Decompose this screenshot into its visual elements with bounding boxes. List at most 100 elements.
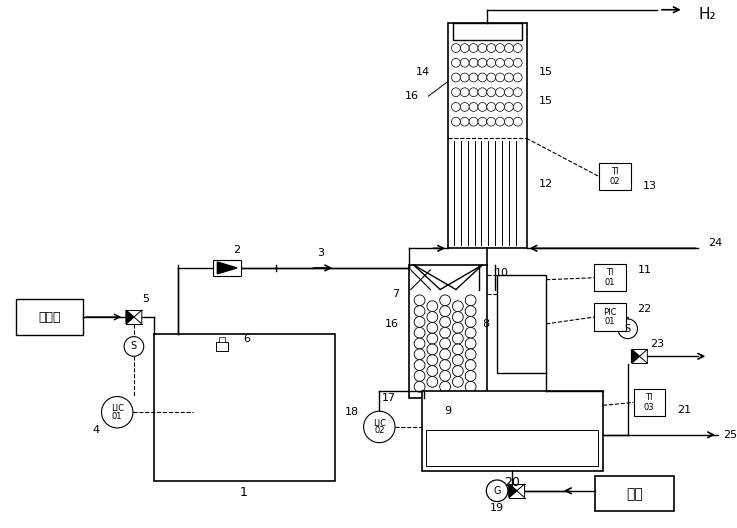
Text: 11: 11 (638, 265, 652, 275)
Circle shape (487, 58, 496, 67)
Circle shape (427, 344, 438, 355)
Text: 原料液: 原料液 (38, 310, 60, 324)
Text: 01: 01 (605, 317, 615, 326)
Text: LIC: LIC (373, 419, 386, 428)
Circle shape (465, 295, 476, 306)
Circle shape (440, 327, 450, 338)
Circle shape (414, 381, 425, 392)
Circle shape (453, 344, 464, 355)
Circle shape (478, 44, 487, 52)
Circle shape (514, 44, 522, 52)
Circle shape (478, 58, 487, 67)
Circle shape (427, 376, 438, 387)
Circle shape (453, 301, 464, 312)
Circle shape (469, 117, 478, 126)
Circle shape (478, 88, 487, 97)
Circle shape (440, 371, 450, 381)
Circle shape (440, 381, 450, 392)
Circle shape (414, 327, 425, 338)
Circle shape (452, 58, 461, 67)
Text: 17: 17 (382, 392, 397, 402)
Circle shape (440, 316, 450, 327)
Circle shape (514, 117, 522, 126)
Circle shape (453, 365, 464, 376)
Text: 5: 5 (142, 294, 149, 304)
Circle shape (102, 397, 133, 428)
Text: 15: 15 (538, 67, 552, 77)
Bar (427, 430, 598, 466)
Circle shape (469, 58, 478, 67)
Circle shape (514, 102, 522, 111)
Text: LIC: LIC (111, 404, 124, 413)
Bar (634, 389, 665, 416)
Text: PIC: PIC (604, 308, 617, 317)
Circle shape (505, 102, 514, 111)
Text: S: S (625, 324, 631, 334)
Circle shape (465, 338, 476, 349)
Circle shape (514, 73, 522, 82)
Circle shape (452, 117, 461, 126)
Circle shape (465, 371, 476, 381)
Circle shape (487, 88, 496, 97)
Text: 14: 14 (416, 67, 430, 77)
Circle shape (453, 355, 464, 365)
Bar (497, 275, 546, 373)
Circle shape (414, 316, 425, 327)
Text: 02: 02 (609, 177, 620, 186)
Circle shape (514, 58, 522, 67)
Text: 3: 3 (317, 248, 324, 258)
Text: 废液: 废液 (626, 487, 643, 501)
Circle shape (414, 338, 425, 349)
Bar (153, 334, 335, 481)
Circle shape (427, 365, 438, 376)
Bar (214, 260, 241, 276)
Circle shape (505, 117, 514, 126)
Polygon shape (517, 484, 525, 497)
Circle shape (496, 88, 505, 97)
Circle shape (461, 88, 469, 97)
Text: G: G (493, 486, 501, 496)
Bar (16, 299, 83, 335)
Circle shape (461, 117, 469, 126)
Circle shape (461, 102, 469, 111)
Circle shape (414, 306, 425, 316)
Polygon shape (632, 350, 640, 363)
Circle shape (465, 327, 476, 338)
Bar (594, 303, 626, 331)
Circle shape (469, 102, 478, 111)
Circle shape (440, 360, 450, 371)
Polygon shape (509, 484, 517, 497)
Circle shape (414, 349, 425, 360)
Bar (422, 391, 603, 471)
Circle shape (440, 349, 450, 360)
Circle shape (469, 44, 478, 52)
Text: 6: 6 (243, 334, 251, 344)
Circle shape (461, 44, 469, 52)
Circle shape (427, 333, 438, 344)
Bar (595, 476, 674, 512)
Circle shape (469, 73, 478, 82)
Bar (409, 265, 487, 398)
Text: 01: 01 (605, 278, 615, 287)
Circle shape (452, 73, 461, 82)
Circle shape (469, 88, 478, 97)
Circle shape (505, 44, 514, 52)
Text: 8: 8 (482, 319, 489, 329)
Circle shape (496, 117, 505, 126)
Circle shape (452, 102, 461, 111)
Circle shape (514, 88, 522, 97)
Circle shape (496, 102, 505, 111)
Circle shape (461, 73, 469, 82)
Circle shape (414, 371, 425, 381)
Text: 15: 15 (538, 96, 552, 106)
Text: H₂: H₂ (699, 7, 716, 22)
Text: 10: 10 (495, 268, 509, 278)
Bar (217, 342, 228, 351)
Circle shape (487, 44, 496, 52)
Text: 23: 23 (650, 340, 664, 350)
Circle shape (414, 295, 425, 306)
Circle shape (486, 480, 508, 502)
Circle shape (505, 58, 514, 67)
Text: 22: 22 (638, 304, 652, 314)
Text: 16: 16 (385, 319, 399, 329)
